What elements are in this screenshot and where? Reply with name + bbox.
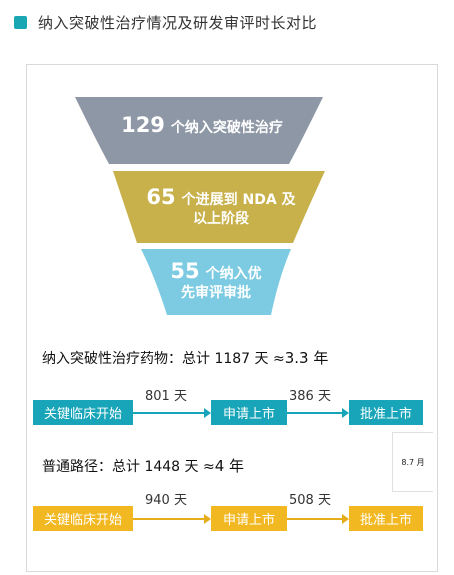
content-panel: 129 个纳入突破性治疗 65 个进展到 NDA 及 以上阶段 55 个纳入优 先审评…: [26, 64, 438, 572]
funnel-stage-1-shape: [75, 97, 323, 164]
standard-step-clinical: 关键临床开始: [33, 506, 133, 531]
breakthrough-path-value: 3.3 年: [284, 349, 329, 367]
breakthrough-arrow-1: [133, 408, 211, 418]
funnel-stage-1-text: 129 个纳入突破性治疗: [87, 113, 317, 137]
standard-path-value: 4 年: [214, 457, 245, 475]
funnel-stage-3-label-line1: 个纳入优: [205, 266, 262, 282]
breakthrough-step-apply: 申请上市: [211, 400, 287, 425]
standard-path-label: 普通路径：总计 1448 天 ≈4 年: [42, 455, 244, 476]
funnel-stage-2-label-line2: 以上阶段: [193, 211, 249, 228]
page-title: 纳入突破性治疗情况及研发审评时长对比: [38, 14, 318, 32]
funnel-stage-2-number: 65: [146, 185, 176, 209]
standard-duration-2: 508 天: [289, 493, 331, 508]
breakthrough-path-label: 纳入突破性治疗药物：总计 1187 天 ≈3.3 年: [42, 347, 328, 368]
funnel-stage-3-number: 55: [170, 259, 200, 283]
standard-step-approve: 批准上市: [349, 506, 423, 531]
breakthrough-duration-1: 801 天: [145, 389, 187, 404]
title-marker: [14, 16, 27, 29]
funnel-stage-1-label: 个纳入突破性治疗: [170, 120, 283, 136]
funnel-stage-3-shape: [141, 249, 291, 315]
standard-arrow-2: [287, 514, 349, 524]
standard-step-apply: 申请上市: [211, 506, 287, 531]
breakthrough-step-approve: 批准上市: [349, 400, 423, 425]
funnel-stage-2-label-line1: 个进展到 NDA 及: [181, 192, 296, 208]
standard-duration-1: 940 天: [145, 493, 187, 508]
breakthrough-duration-2: 386 天: [289, 389, 331, 404]
funnel-stage-1-number: 129: [121, 113, 165, 137]
breakthrough-arrow-2: [287, 408, 349, 418]
breakthrough-step-clinical: 关键临床开始: [33, 400, 133, 425]
funnel-stage-3-label-line2: 先审评审批: [181, 285, 251, 302]
side-date-tag: 8.7 月: [392, 432, 433, 492]
standard-path-prefix: 普通路径：总计 1448 天 ≈: [42, 459, 215, 475]
funnel-stage-2-text: 65 个进展到 NDA 及 以上阶段: [123, 185, 319, 228]
funnel-stage-2-shape: [113, 171, 325, 243]
breakthrough-path-prefix: 纳入突破性治疗药物：总计 1187 天 ≈: [42, 351, 285, 367]
standard-arrow-1: [133, 514, 211, 524]
funnel-diagram: [75, 97, 325, 315]
funnel-stage-3-text: 55 个纳入优 先审评审批: [151, 259, 281, 302]
page-header: 纳入突破性治疗情况及研发审评时长对比: [14, 12, 317, 33]
